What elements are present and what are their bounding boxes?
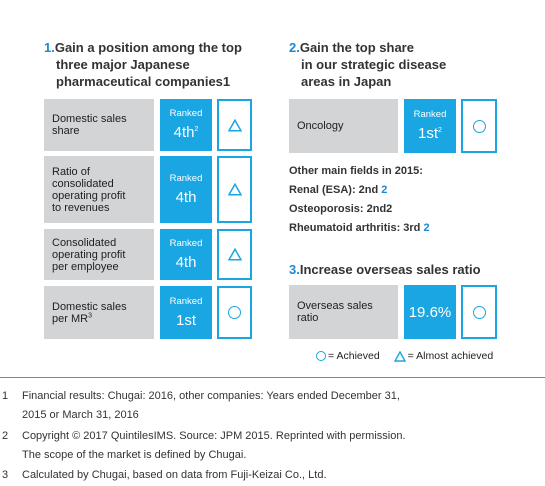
section2-title-line-1: Gain the top share — [299, 40, 414, 55]
goal-row-label-overseas-sales: Overseas sales ratio — [289, 285, 398, 339]
label-line: Domestic sales — [52, 300, 127, 313]
almost-achieved-icon — [227, 118, 242, 132]
field-text: Renal (ESA): 2nd — [289, 184, 382, 196]
goal-row-label-domestic-sales-share: Domestic sales share — [44, 99, 154, 151]
footnote-number: 2 — [2, 430, 9, 442]
label-line: Ratio of — [52, 165, 90, 178]
section2-title-line-3: areas in Japan — [301, 74, 392, 89]
label-line-with-ref: per MR3 — [52, 311, 127, 325]
rank-value-text: 1st — [418, 125, 439, 142]
goal-row-label-profit-per-employee: Consolidated operating profit per employ… — [44, 229, 154, 280]
section2-title: 2.Gain the top share in our strategic di… — [289, 39, 446, 90]
footnote-line: The scope of the market is defined by Ch… — [22, 449, 247, 461]
footnote-number: 3 — [2, 469, 9, 481]
rank-value: 4th — [175, 188, 197, 206]
label-line: Oncology — [297, 120, 344, 132]
field-text: Osteoporosis: 2nd2 — [289, 203, 393, 215]
footnote-line: Calculated by Chugai, based on data from… — [22, 469, 327, 481]
footnote-2: 2 Copyright © 2017 QuintilesIMS. Source:… — [2, 427, 522, 465]
label-line: per MR — [52, 312, 89, 325]
overseas-ratio-value: 19.6% — [408, 303, 452, 321]
label-line: to revenues — [52, 201, 110, 214]
achieved-icon — [228, 306, 241, 319]
achieved-icon — [472, 119, 486, 133]
other-fields-title: Other main fields in 2015: — [289, 165, 423, 177]
field-text: Rheumatoid arthritis: 3rd — [289, 222, 424, 234]
field-footnote-ref: 2 — [423, 222, 430, 234]
footnote-line: 2015 or March 31, 2016 — [22, 409, 139, 421]
legend-almost-label: = Almost achieved — [407, 350, 494, 362]
goal-row-label-operating-profit-ratio: Ratio of consolidated operating profit t… — [44, 156, 154, 223]
almost-achieved-icon — [393, 350, 406, 362]
rank-label: Ranked — [169, 295, 203, 307]
rank-box-sales-per-mr: Ranked 1st — [160, 286, 212, 339]
section1-title-line-2: three major Japanese — [56, 57, 190, 72]
status-box-operating-profit-ratio — [217, 156, 252, 223]
status-box-oncology — [461, 99, 497, 153]
rank-value: 4th — [175, 253, 197, 271]
goal-row-label-oncology: Oncology — [289, 99, 398, 153]
rank-footnote-ref: 2 — [438, 127, 442, 134]
label-line: share — [52, 125, 80, 137]
rank-label: Ranked — [169, 172, 203, 184]
other-field-rheumatoid: Rheumatoid arthritis: 3rd 2 — [289, 219, 430, 238]
rank-box-profit-per-employee: Ranked 4th — [160, 229, 212, 280]
footnote-text: Copyright © 2017 QuintilesIMS. Source: J… — [22, 427, 512, 465]
legend-achieved-label: = Achieved — [328, 350, 380, 362]
label-line: per employee — [52, 260, 119, 273]
rank-label: Ranked — [169, 108, 203, 119]
footnote-divider — [0, 377, 545, 378]
footnote-1: 1 Financial results: Chugai: 2016, other… — [2, 387, 522, 425]
status-box-domestic-sales-share — [217, 99, 252, 151]
footnote-3: 3 Calculated by Chugai, based on data fr… — [2, 466, 522, 485]
label-line: consolidated — [52, 177, 114, 190]
status-box-overseas-sales — [461, 285, 497, 339]
other-field-renal: Renal (ESA): 2nd 2 — [289, 181, 430, 200]
rank-box-oncology: Ranked 1st2 — [404, 99, 456, 153]
other-fields-list: Other main fields in 2015: Renal (ESA): … — [289, 162, 430, 238]
achieved-icon — [472, 305, 486, 319]
achieved-icon — [316, 351, 326, 361]
section1-title: 1.Gain a position among the top three ma… — [44, 39, 242, 90]
goal-row-label-sales-per-mr: Domestic sales per MR3 — [44, 286, 154, 339]
label-line: ratio — [297, 312, 319, 324]
rank-value-text: 4th — [173, 124, 195, 141]
footnote-number: 1 — [2, 390, 9, 402]
section3-title-text: Increase overseas sales ratio — [299, 262, 481, 277]
rank-label: Ranked — [169, 237, 203, 249]
label-line: operating profit — [52, 248, 126, 261]
other-field-osteoporosis: Osteoporosis: 2nd2 — [289, 200, 430, 219]
label-line: Consolidated — [52, 236, 117, 249]
label-line: operating profit — [52, 189, 126, 202]
footnote-text: Financial results: Chugai: 2016, other c… — [22, 387, 512, 425]
value-box-overseas-sales: 19.6% — [404, 285, 456, 339]
legend: = Achieved = Almost achieved — [316, 349, 493, 363]
status-box-profit-per-employee — [217, 229, 252, 280]
footnote-line: Financial results: Chugai: 2016, other c… — [22, 390, 400, 402]
rank-value: 1st2 — [418, 124, 442, 143]
almost-achieved-icon — [227, 183, 242, 196]
footnote-line: Copyright © 2017 QuintilesIMS. Source: J… — [22, 430, 406, 442]
rank-value: 1st — [175, 311, 196, 329]
label-line: Overseas sales — [297, 300, 373, 312]
section3-number: 3. — [289, 262, 300, 277]
footnote-text: Calculated by Chugai, based on data from… — [22, 466, 512, 485]
label-footnote-ref: 3 — [88, 311, 92, 319]
almost-achieved-icon — [227, 248, 242, 261]
section1-number: 1. — [44, 40, 55, 55]
section1-title-line-1: Gain a position among the top — [54, 40, 242, 55]
section2-title-line-2: in our strategic disease — [301, 57, 447, 72]
rank-footnote-ref: 2 — [194, 126, 199, 133]
field-footnote-ref: 2 — [381, 184, 388, 196]
rank-label: Ranked — [413, 109, 447, 120]
rank-value: 4th2 — [174, 123, 199, 142]
status-box-sales-per-mr — [217, 286, 252, 339]
section3-title: 3.Increase overseas sales ratio — [289, 261, 481, 278]
section2-number: 2. — [289, 40, 300, 55]
label-line: Domestic sales — [52, 113, 127, 125]
rank-box-domestic-sales-share: Ranked 4th2 — [160, 99, 212, 151]
section1-title-line-3: pharmaceutical companies1 — [56, 74, 231, 89]
rank-box-operating-profit-ratio: Ranked 4th — [160, 156, 212, 223]
